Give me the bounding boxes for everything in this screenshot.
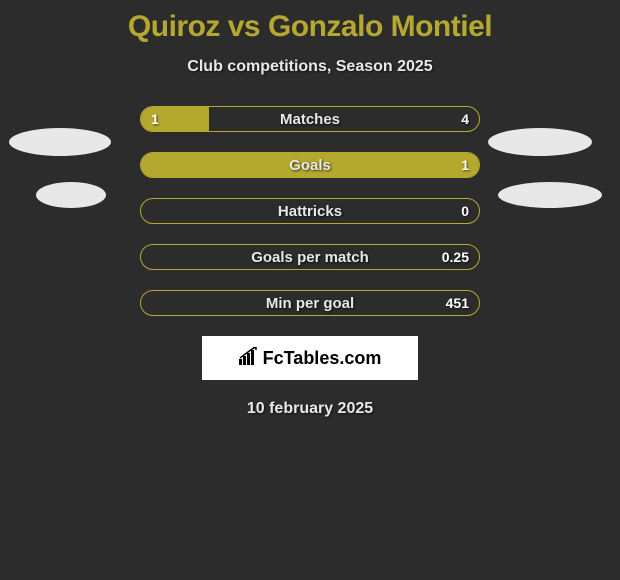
stat-bar: Goals1 [140, 152, 480, 178]
stat-value-right: 1 [461, 153, 469, 177]
stat-value-right: 4 [461, 107, 469, 131]
logo-box: FcTables.com [202, 336, 418, 380]
stat-value-left: 1 [151, 107, 159, 131]
decorative-ellipse [36, 182, 106, 208]
stat-label: Hattricks [141, 199, 479, 223]
stat-value-right: 451 [446, 291, 469, 315]
stat-label: Goals [141, 153, 479, 177]
stat-bar: Hattricks0 [140, 198, 480, 224]
stat-label: Matches [141, 107, 479, 131]
page-title: Quiroz vs Gonzalo Montiel [0, 0, 620, 44]
decorative-ellipse [9, 128, 111, 156]
decorative-ellipse [488, 128, 592, 156]
stat-value-right: 0 [461, 199, 469, 223]
stat-bar: Min per goal451 [140, 290, 480, 316]
stat-label: Min per goal [141, 291, 479, 315]
stats-list: Matches14Goals1Hattricks0Goals per match… [140, 106, 480, 316]
stat-bar: Goals per match0.25 [140, 244, 480, 270]
subtitle: Club competitions, Season 2025 [0, 58, 620, 76]
logo-text: FcTables.com [263, 348, 382, 369]
chart-icon [239, 347, 259, 370]
date-text: 10 february 2025 [0, 400, 620, 418]
stat-value-right: 0.25 [442, 245, 469, 269]
stat-bar: Matches1 4 [140, 106, 480, 132]
content-area: Matches14Goals1Hattricks0Goals per match… [0, 106, 620, 316]
stat-label: Goals per match [141, 245, 479, 269]
decorative-ellipse [498, 182, 602, 208]
logo: FcTables.com [239, 347, 382, 370]
